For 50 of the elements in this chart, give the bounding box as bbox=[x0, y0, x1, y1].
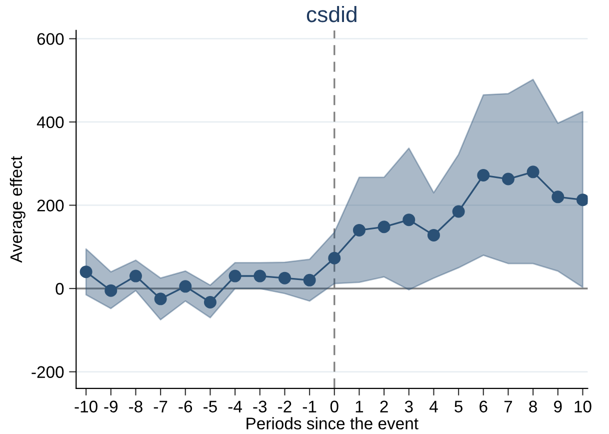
x-tick-label: -8 bbox=[129, 400, 142, 412]
x-tick-label: 5 bbox=[454, 400, 462, 412]
point bbox=[278, 272, 291, 284]
point bbox=[303, 274, 316, 286]
point bbox=[477, 169, 490, 182]
x-tick-label: 9 bbox=[554, 400, 562, 412]
point bbox=[552, 190, 564, 204]
point bbox=[179, 280, 192, 293]
x-tick-label: -5 bbox=[204, 400, 217, 412]
x-tick-label: 10 bbox=[574, 400, 592, 412]
point bbox=[452, 205, 465, 218]
x-tick-label: -9 bbox=[104, 400, 118, 412]
point bbox=[427, 228, 440, 242]
point bbox=[526, 166, 540, 178]
point bbox=[154, 292, 167, 306]
x-tick-label: -4 bbox=[228, 400, 242, 412]
point bbox=[352, 224, 366, 236]
x-tick-label: -3 bbox=[253, 400, 267, 412]
y-tick-label: 0 bbox=[56, 282, 64, 295]
point bbox=[104, 284, 118, 297]
x-tick-label: 4 bbox=[429, 400, 438, 412]
point bbox=[129, 270, 142, 282]
point bbox=[402, 214, 416, 226]
point bbox=[328, 252, 341, 264]
x-tick-label: -7 bbox=[154, 400, 168, 412]
x-tick-label: 0 bbox=[330, 400, 338, 412]
point bbox=[80, 266, 92, 278]
y-tick-label: 200 bbox=[37, 200, 64, 212]
x-tick-label: -1 bbox=[302, 400, 316, 412]
x-tick-label: -10 bbox=[74, 400, 98, 412]
point bbox=[502, 172, 514, 186]
x-tick-label: -2 bbox=[278, 400, 292, 412]
x-tick-label: 3 bbox=[404, 400, 413, 412]
x-tick-label: 7 bbox=[504, 400, 512, 412]
point bbox=[204, 296, 216, 308]
chart-title: csdid bbox=[306, 6, 356, 22]
point bbox=[254, 270, 266, 282]
y-tick-label: -200 bbox=[32, 366, 64, 378]
y-tick-label: 400 bbox=[36, 116, 64, 128]
y-tick-label: 600 bbox=[37, 33, 64, 45]
y-axis-title: Average effect bbox=[10, 156, 26, 263]
x-tick-label: -6 bbox=[178, 400, 192, 412]
point bbox=[228, 270, 242, 282]
x-tick-label: 2 bbox=[380, 400, 388, 412]
x-tick-label: 1 bbox=[356, 400, 364, 412]
x-tick-label: 8 bbox=[529, 400, 537, 412]
x-tick-label: 6 bbox=[480, 400, 488, 412]
x-axis-title: Periods since the event bbox=[246, 417, 418, 430]
point bbox=[378, 220, 390, 234]
point bbox=[576, 194, 588, 206]
